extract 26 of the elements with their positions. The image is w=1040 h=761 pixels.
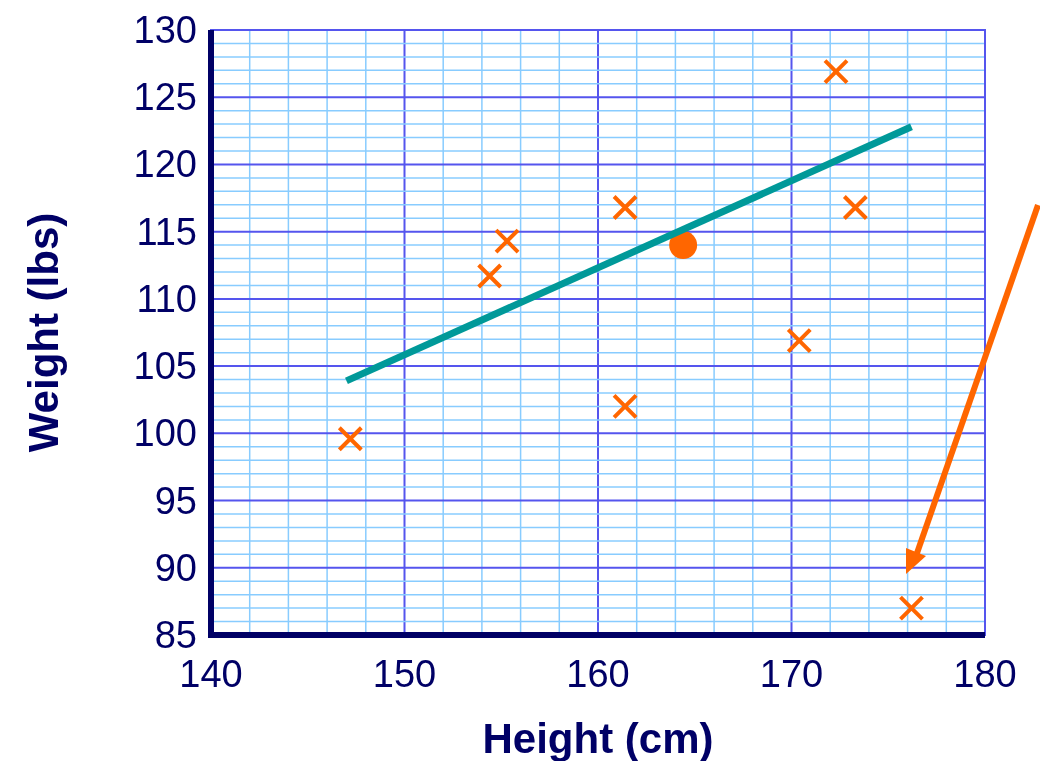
y-tick-label: 125 [133,76,197,119]
x-tick-label: 150 [372,653,437,695]
y-tick-label: 110 [136,277,197,320]
y-tick-label: 85 [154,614,197,656]
point [612,194,639,221]
y-tick-label: 115 [136,210,197,253]
x-tick-label: 170 [759,653,824,695]
y-tick-label: 130 [133,9,197,51]
x-tick-label: 140 [179,653,243,695]
y-tick-label: 100 [133,412,197,455]
point [842,194,869,221]
x-tick-label: 180 [953,653,1017,695]
point [494,228,521,255]
point [898,595,925,622]
x-tick-label: 160 [566,653,630,695]
y-axis-title: Weight (lbs) [20,212,67,453]
point [823,58,850,85]
point [612,393,639,420]
y-tick-label: 120 [133,143,197,186]
y-tick-label: 90 [154,546,197,589]
y-tick-label: 95 [154,479,197,522]
point [476,263,503,290]
point [337,425,364,452]
y-tick-label: 105 [133,345,197,388]
point [669,231,698,260]
point [786,327,813,354]
